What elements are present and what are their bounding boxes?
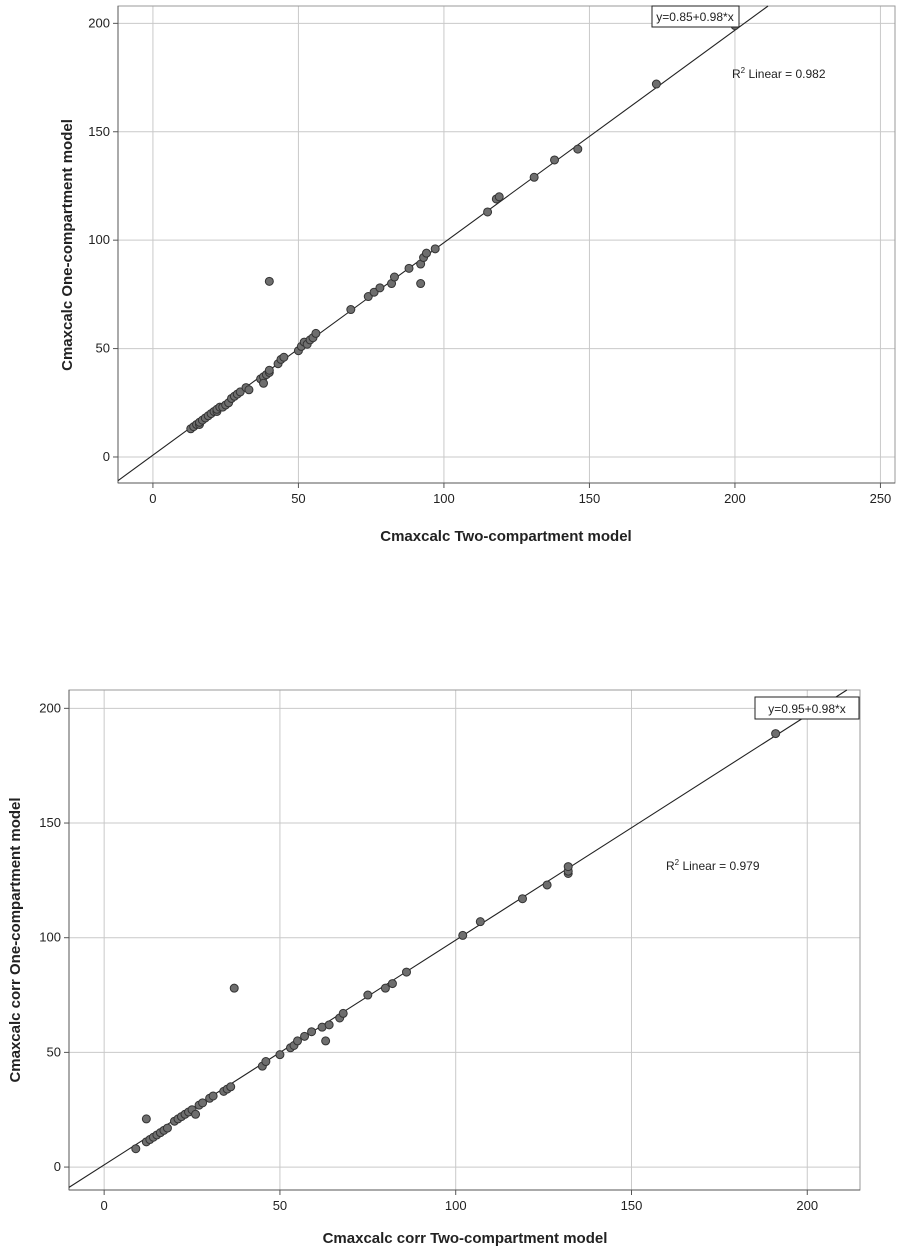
chart1-fit-equation-box [651,5,740,28]
chart1-x-tick-label: 50 [291,491,305,506]
chart1-r2-sup: 2 [741,66,746,75]
chart1-y-tick-label: 50 [96,341,110,356]
chart2-data-point [771,729,781,739]
chart2-y-axis-title: Cmaxcalc corr One-compartment model [7,797,24,1082]
chart2-data-point [198,1098,208,1108]
chart1-ticks: 0 50 100 150 200 250 0 50 100 150 200 [88,15,891,506]
chart2-r2-sup: 2 [675,858,680,867]
chart2-data-point [226,1082,236,1092]
chart1-data-point [483,207,493,217]
chart2-data-point [275,1050,285,1060]
chart1-data-point [529,172,539,182]
chart2-ticks: 0 50 100 150 200 0 50 100 150 200 [39,700,818,1213]
chart2-data-point [141,1114,151,1124]
chart1-data-point [375,283,385,293]
chart2-data-point [293,1036,303,1046]
chart1-x-tick-label: 0 [149,491,156,506]
chart2-data-point [324,1020,334,1030]
chart1-data-point [244,385,254,395]
chart2-data-point [131,1144,141,1154]
chart1-data-point [416,279,426,289]
chart2-x-tick-label: 0 [101,1198,108,1213]
chart2-data-point [387,979,397,989]
chart2-data-point [563,862,573,872]
chart2-data-point [261,1057,271,1067]
chart2-points [131,729,781,1154]
chart1-grid [118,6,895,483]
chart2-x-tick-label: 100 [445,1198,467,1213]
chart1-points [186,21,740,434]
chart1-x-tick-label: 200 [724,491,746,506]
chart1-svg: 0 50 100 150 200 250 0 50 100 150 200 y=0.85+0.98*… [59,5,896,545]
chart2-fit-equation: y=0.95+0.98*x [754,696,860,720]
chart1-data-point [550,155,560,165]
chart1-y-axis-title: Cmaxcalc One-compartment model [59,119,76,371]
chart2-x-tick-label: 150 [621,1198,643,1213]
chart2-data-point [208,1091,218,1101]
chart1-data-point [494,192,504,202]
chart2-data-point [518,894,528,904]
chart2-fit-equation-label: y=0.95+0.98*x [768,702,845,716]
chart1-data-point [389,272,399,282]
chart1-fit-equation-label: y=0.85+0.98*x [656,10,733,24]
chart2-r2-annotation: R2 Linear = 0.979 [666,858,760,873]
chart1-r2-prefix: R [732,67,741,81]
chart1-data-point [259,378,269,388]
chart2-svg: 0 50 100 150 200 0 50 100 150 200 y=0.95+0.98*x R… [7,689,861,1247]
chart2-r2-text: Linear = 0.979 [679,859,760,873]
chart1-data-point [573,144,583,154]
chart1-data-point [404,263,414,273]
chart1-y-tick-label: 150 [88,124,110,139]
scatter-chart-corr-one-compartment-vs-two: 0 50 100 150 200 0 50 100 150 200 y=0.95+0.98*x R… [0,670,913,1255]
chart1-y-tick-label: 200 [88,15,110,30]
chart1-x-tick-label: 100 [433,491,455,506]
chart1-data-point [651,79,661,89]
chart1-r2-text: Linear = 0.982 [745,67,826,81]
chart1-data-point [279,352,289,362]
chart1-data-point [421,248,431,258]
chart2-data-point [475,917,485,927]
chart1-x-axis-title: Cmaxcalc Two-compartment model [380,528,631,545]
chart2-data-point [321,1036,331,1046]
scatter-chart-one-compartment-vs-two: 0 50 100 150 200 250 0 50 100 150 200 y=0.85+0.98*… [0,0,913,560]
chart2-data-point [401,967,411,977]
chart2-data-point [191,1109,201,1119]
chart1-y-tick-label: 100 [88,232,110,247]
chart1-x-tick-label: 150 [579,491,601,506]
chart1-data-point [311,328,321,338]
chart1-data-point [346,305,356,315]
chart2-x-tick-label: 50 [273,1198,287,1213]
chart2-y-tick-label: 0 [54,1159,61,1174]
chart2-data-point [300,1031,310,1041]
chart1-data-point [264,365,274,375]
chart2-x-tick-label: 200 [796,1198,818,1213]
chart2-r2-prefix: R [666,859,675,873]
chart2-data-point [307,1027,317,1037]
chart1-data-point [264,276,274,286]
chart1-fit-equation: y=0.85+0.98*x [651,5,740,28]
chart2-y-tick-label: 150 [39,815,61,830]
chart2-data-point [229,983,239,993]
chart2-y-tick-label: 50 [47,1044,61,1059]
chart2-data-point [338,1008,348,1018]
chart2-data-point [542,880,552,890]
chart2-grid [69,690,860,1190]
chart1-data-point [430,244,440,254]
chart2-x-axis-title: Cmaxcalc corr Two-compartment model [323,1230,608,1247]
chart2-y-tick-label: 200 [39,700,61,715]
chart2-data-point [380,983,390,993]
chart2-data-point [162,1123,172,1133]
chart2-y-tick-label: 100 [39,930,61,945]
chart2-data-point [363,990,373,1000]
chart1-x-tick-label: 250 [870,491,892,506]
chart1-r2-annotation: R2 Linear = 0.982 [732,66,826,81]
chart2-fit-equation-box [754,696,860,720]
chart2-data-point [458,930,468,940]
chart1-y-tick-label: 0 [103,449,110,464]
